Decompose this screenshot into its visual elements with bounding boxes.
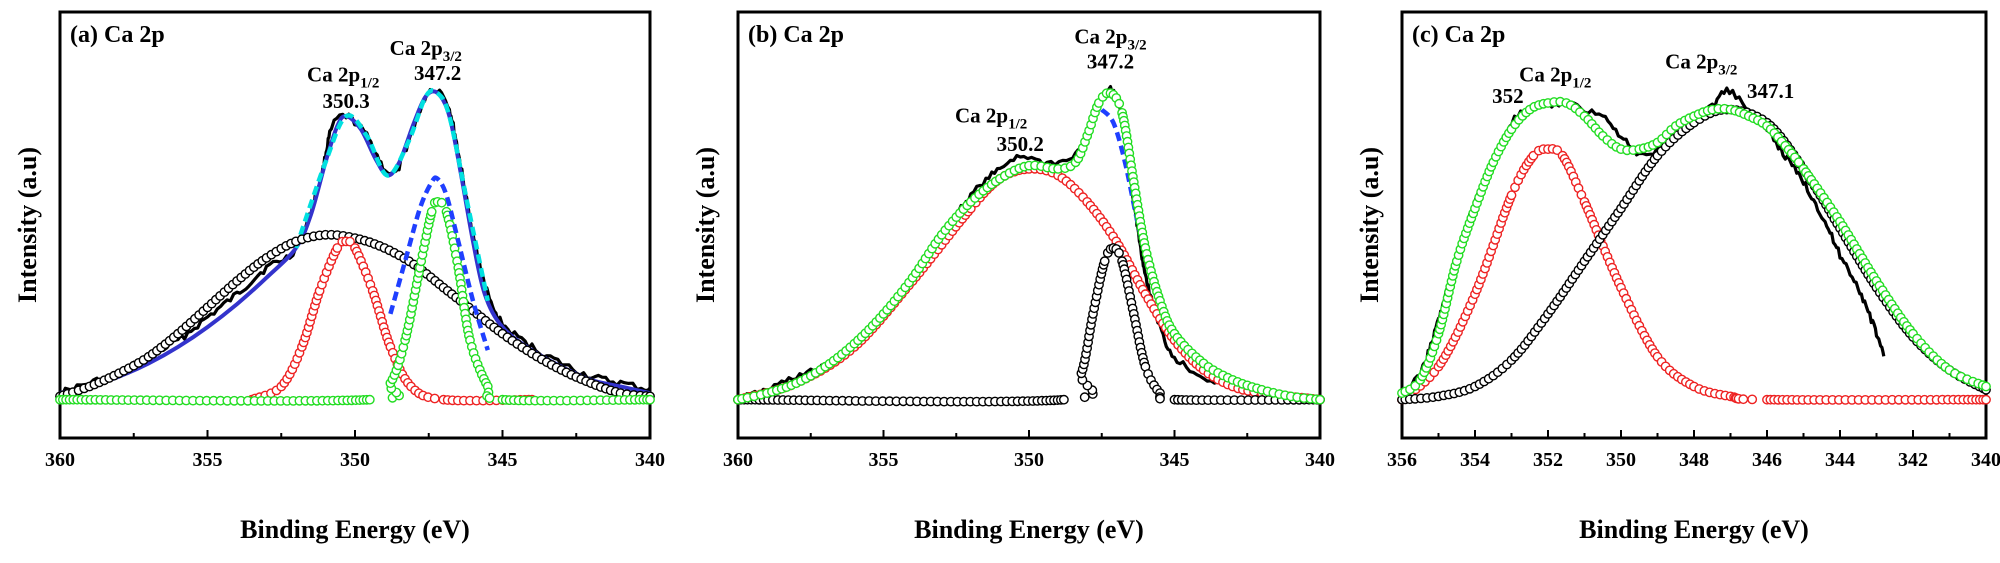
panel-title: (a) Ca 2p <box>70 22 165 48</box>
peak-label: Ca 2p3/2 <box>390 36 462 65</box>
x-tick-label: 354 <box>1460 449 1490 471</box>
data-point <box>1506 190 1517 201</box>
series-3-dashed-line <box>293 88 491 302</box>
x-tick-label: 355 <box>869 449 899 471</box>
x-tick-label: 340 <box>1305 449 1335 471</box>
data-point <box>1059 394 1069 405</box>
data-point <box>1315 394 1325 405</box>
peak-label-sub: 1/2 <box>1008 117 1027 133</box>
data-point <box>1079 392 1090 403</box>
data-point <box>645 394 655 405</box>
x-tick-label: 344 <box>1825 449 1855 471</box>
x-tick-label: 356 <box>1387 449 1417 471</box>
x-tick-label: 350 <box>1606 449 1636 471</box>
y-axis-title: Intensity (a.u) <box>13 147 42 303</box>
peak-label-base: Ca 2p <box>1074 25 1127 49</box>
series-7-dashed-line <box>388 175 490 351</box>
x-tick-label: 342 <box>1898 449 1928 471</box>
peak-label: Ca 2p1/2 <box>307 63 379 92</box>
x-tick-label: 350 <box>340 449 370 471</box>
data-point <box>345 236 355 247</box>
peak-label-base: Ca 2p <box>1519 63 1572 87</box>
peak-value-label: 350.2 <box>997 132 1044 156</box>
panel-title: (b) Ca 2p <box>748 22 844 48</box>
peak-value-label: 347.2 <box>1087 49 1134 73</box>
peak-label: Ca 2p1/2 <box>1519 63 1591 92</box>
panel-title: (c) Ca 2p <box>1412 22 1505 48</box>
x-tick-label: 352 <box>1533 449 1563 471</box>
peak-value-label: 352 <box>1492 84 1524 108</box>
data-point <box>1114 247 1124 258</box>
data-point <box>1793 157 1804 168</box>
peak-label-base: Ca 2p <box>1665 49 1718 73</box>
peak-label-base: Ca 2p <box>307 63 360 87</box>
data-point <box>1155 393 1165 404</box>
peak-label-sub: 1/2 <box>1572 76 1591 92</box>
data-point <box>1747 394 1758 405</box>
peak-label-sub: 3/2 <box>1718 62 1737 78</box>
x-tick-label: 350 <box>1014 449 1044 471</box>
data-point <box>332 243 343 253</box>
x-tick-label: 345 <box>488 449 518 471</box>
x-tick-label: 346 <box>1752 449 1782 471</box>
y-axis-title: Intensity (a.u) <box>691 147 720 303</box>
data-point <box>436 197 447 208</box>
x-tick-label: 348 <box>1679 449 1709 471</box>
data-point <box>484 393 495 403</box>
panel-1: 360 355 350 345 340 Binding Energy (eV) Intens… <box>13 10 665 544</box>
x-tick-label: 360 <box>723 449 753 471</box>
x-tick-label: 340 <box>635 449 665 471</box>
peak-label: Ca 2p3/2 <box>1665 49 1737 78</box>
peak-value-label: 350.3 <box>323 89 370 113</box>
data-point <box>364 394 375 405</box>
series-1-line <box>1401 86 1886 395</box>
data-point <box>1099 256 1110 267</box>
data-point <box>1114 98 1125 109</box>
x-axis-title: Binding Energy (eV) <box>914 515 1144 544</box>
series-6-markers <box>55 196 655 406</box>
data-point <box>429 393 440 404</box>
y-axis-title: Intensity (a.u) <box>1355 147 1384 303</box>
data-point <box>1981 381 1991 392</box>
peak-label: Ca 2p3/2 <box>1074 25 1146 54</box>
peak-label-sub: 3/2 <box>443 49 462 65</box>
peak-label-sub: 3/2 <box>1127 38 1146 54</box>
data-point <box>1981 394 1991 405</box>
x-tick-label: 340 <box>1971 449 2000 471</box>
x-tick-label: 345 <box>1160 449 1190 471</box>
x-axis-title: Binding Energy (eV) <box>240 515 470 544</box>
series-4-markers <box>1397 96 1991 398</box>
data-point <box>426 206 437 217</box>
series-5-markers <box>733 88 1325 405</box>
peak-label-base: Ca 2p <box>390 36 443 60</box>
panel-3: 356 354 352 350 348 346 344 342 340 Binding Energ… <box>1355 10 2000 544</box>
x-axis-title: Binding Energy (eV) <box>1579 515 1809 544</box>
peak-label: Ca 2p1/2 <box>955 104 1027 133</box>
x-tick-label: 355 <box>193 449 223 471</box>
peak-label-sub: 1/2 <box>360 76 379 92</box>
peak-value-label: 347.2 <box>414 61 461 85</box>
axes-frame <box>736 10 1322 440</box>
peak-label-base: Ca 2p <box>955 104 1008 128</box>
data-point <box>1738 394 1749 405</box>
panel-2: 360 355 350 345 340 Binding Energy (eV) Intens… <box>691 10 1335 544</box>
x-tick-label: 360 <box>45 449 75 471</box>
peak-value-label: 347.1 <box>1747 79 1794 103</box>
